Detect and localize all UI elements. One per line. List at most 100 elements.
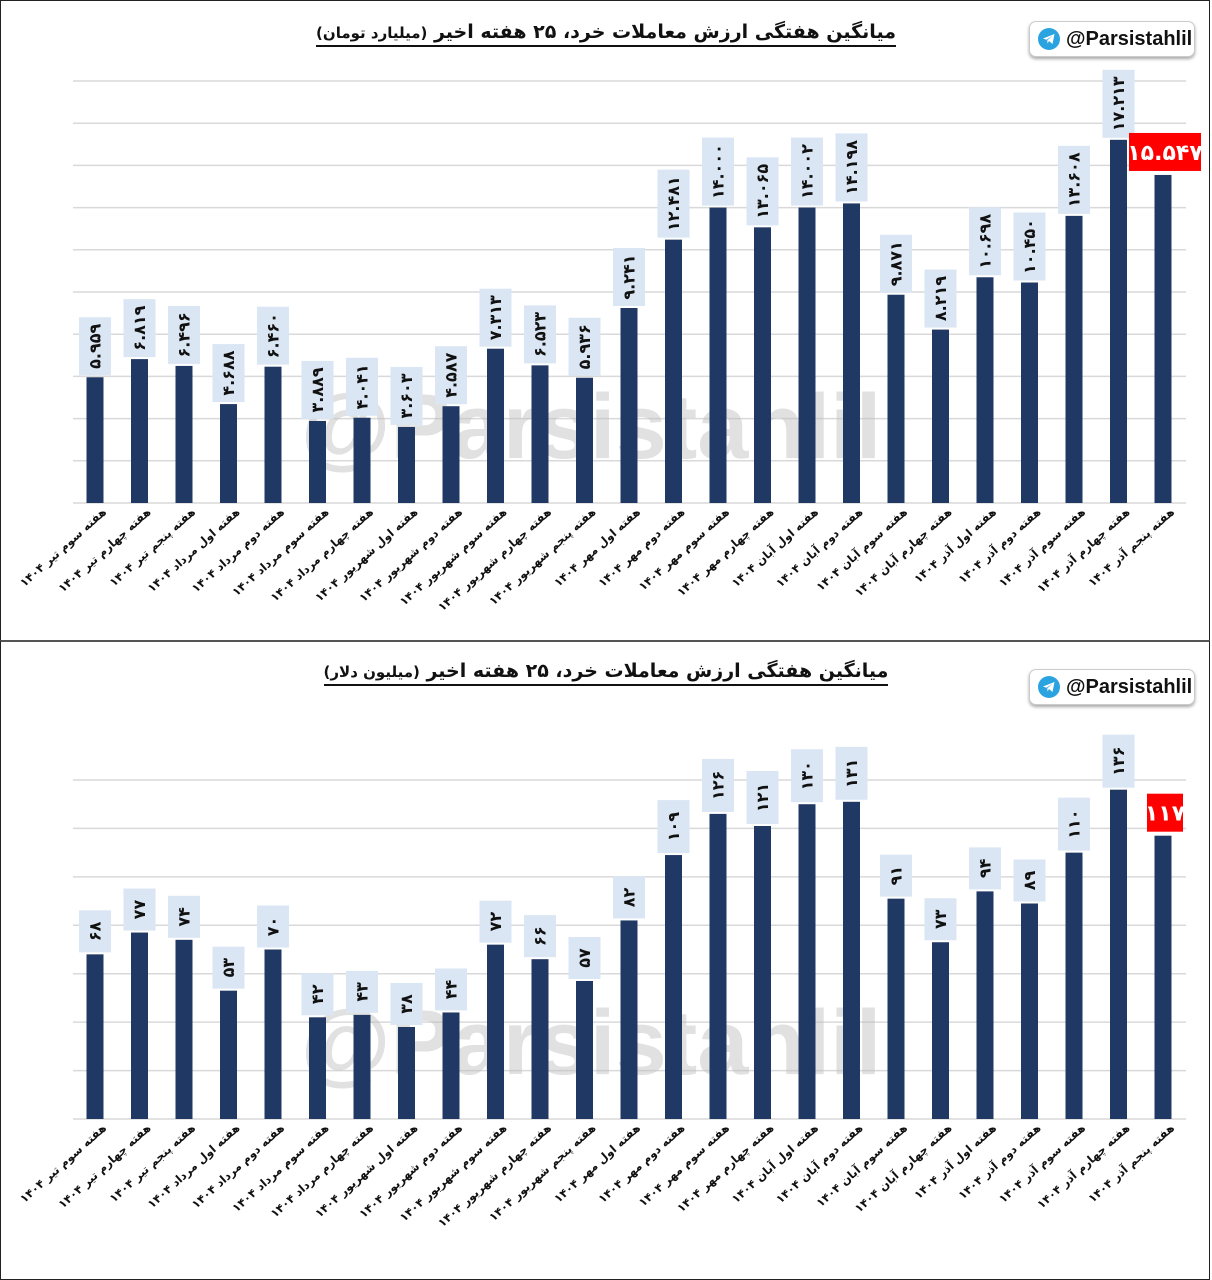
data-label: ۱۳۰ <box>798 761 817 790</box>
data-label: ۹.۲۴۱ <box>620 254 639 299</box>
chart-title-text: میانگین هفتگی ارزش معاملات خرد، ۲۵ هفته … <box>426 660 889 682</box>
data-label-bg <box>1013 859 1046 902</box>
bar <box>798 804 816 1119</box>
data-label-bg <box>613 248 645 307</box>
data-label: ۵.۹۵۹ <box>86 323 105 368</box>
bar <box>309 420 326 503</box>
bar <box>976 277 994 503</box>
data-label: ۴۳ <box>353 982 372 1002</box>
data-label: ۱۳.۰۶۵ <box>753 164 772 219</box>
bar <box>1110 789 1127 1119</box>
data-label: ۶.۴۶۰ <box>264 313 283 358</box>
data-label: ۱۷.۲۱۳ <box>1109 76 1128 131</box>
data-label: ۷۳ <box>931 909 950 929</box>
chart-unit: (میلیون دلار) <box>323 663 420 681</box>
data-label: ۳۸ <box>397 994 416 1014</box>
data-label-bg <box>1058 145 1090 214</box>
bar <box>843 801 860 1119</box>
data-label: ۹.۸۷۱ <box>887 241 906 286</box>
bar <box>264 949 282 1119</box>
bar <box>798 207 816 503</box>
data-label-bg <box>301 360 334 419</box>
channel-badge[interactable]: @Parsistahlil <box>1029 669 1195 705</box>
data-label: ۶.۸۱۹ <box>130 305 149 350</box>
bar <box>487 944 504 1119</box>
data-label-bg <box>924 898 957 941</box>
bar <box>264 366 282 503</box>
data-label: ۱۰۹ <box>664 812 683 842</box>
data-label-bg <box>301 973 334 1016</box>
category-label: هفته اول آذر ۱۴۰۴ <box>911 505 999 587</box>
bar <box>932 329 949 503</box>
data-label: ۶.۵۲۳ <box>531 312 550 357</box>
data-label-bg <box>746 157 779 226</box>
data-label: ۷۷ <box>130 900 149 920</box>
data-label: ۴۲ <box>308 984 327 1004</box>
data-label-bg <box>702 137 734 206</box>
chart-title: میانگین هفتگی ارزش معاملات خرد، ۲۵ هفته … <box>1 21 1211 47</box>
data-label: ۳.۶۰۳ <box>397 373 416 418</box>
data-label: ۴۴ <box>442 979 461 999</box>
bar <box>131 359 148 503</box>
bar <box>709 813 727 1119</box>
data-label-bg <box>479 288 512 347</box>
data-label: ۱۲۱ <box>753 783 772 812</box>
bar <box>531 365 549 503</box>
data-label: ۱۱۷ <box>1145 802 1186 827</box>
bar <box>843 203 860 504</box>
data-label: ۱۰.۶۹۸ <box>976 214 995 269</box>
bar <box>1065 852 1083 1119</box>
data-label: ۸.۲۱۹ <box>931 276 950 321</box>
bar <box>576 377 593 503</box>
chart-panel-toman: میانگین هفتگی ارزش معاملات خرد، ۲۵ هفته … <box>0 0 1210 641</box>
data-label-bg <box>657 800 690 854</box>
data-label-bg <box>1013 212 1046 281</box>
data-label-bg <box>79 317 111 376</box>
data-label: ۳.۸۸۹ <box>308 367 327 412</box>
data-label-bg <box>257 306 289 365</box>
data-label: ۵۷ <box>575 948 594 968</box>
data-label-bg <box>880 854 912 897</box>
data-label: ۶۸ <box>86 921 105 941</box>
data-label-bg <box>524 305 556 364</box>
data-label-bg <box>746 771 779 825</box>
bar <box>220 990 237 1119</box>
data-label: ۷.۳۱۳ <box>486 295 505 340</box>
data-label-bg <box>390 366 423 425</box>
data-label-bg <box>435 968 467 1011</box>
chart-title: میانگین هفتگی ارزش معاملات خرد، ۲۵ هفته … <box>1 660 1211 686</box>
bar <box>1154 835 1172 1119</box>
bar <box>754 826 771 1119</box>
chart-unit: (میلیارد تومان) <box>316 24 428 42</box>
data-label: ۶۶ <box>531 926 550 946</box>
bar <box>1021 282 1038 503</box>
bar <box>131 932 148 1119</box>
data-label-bg <box>657 169 690 238</box>
bar <box>86 954 104 1119</box>
channel-badge[interactable]: @Parsistahlil <box>1029 21 1195 57</box>
data-label: ۹۱ <box>887 866 906 886</box>
data-label: ۸۹ <box>1020 870 1039 890</box>
data-label: ۱۵.۵۴۷ <box>1127 141 1203 166</box>
bar <box>442 406 460 503</box>
data-label-bg <box>924 269 957 328</box>
data-label: ۱۴.۱۹۸ <box>842 140 861 195</box>
bar <box>709 207 727 503</box>
channel-handle: @Parsistahlil <box>1066 27 1193 50</box>
data-label: ۹۴ <box>976 858 995 878</box>
data-label-bg <box>1058 797 1090 851</box>
bar <box>1065 215 1083 503</box>
data-label-bg <box>835 133 868 202</box>
telegram-icon <box>1038 676 1060 698</box>
data-label-bg <box>880 234 912 293</box>
data-label-bg <box>524 915 556 958</box>
data-label-bg <box>702 758 734 812</box>
bar <box>398 1026 415 1119</box>
data-label: ۴.۶۸۸ <box>219 350 238 395</box>
data-label-bg <box>346 970 378 1013</box>
bar <box>220 404 237 503</box>
bar <box>309 1017 326 1119</box>
data-label: ۱۳۱ <box>842 759 861 788</box>
